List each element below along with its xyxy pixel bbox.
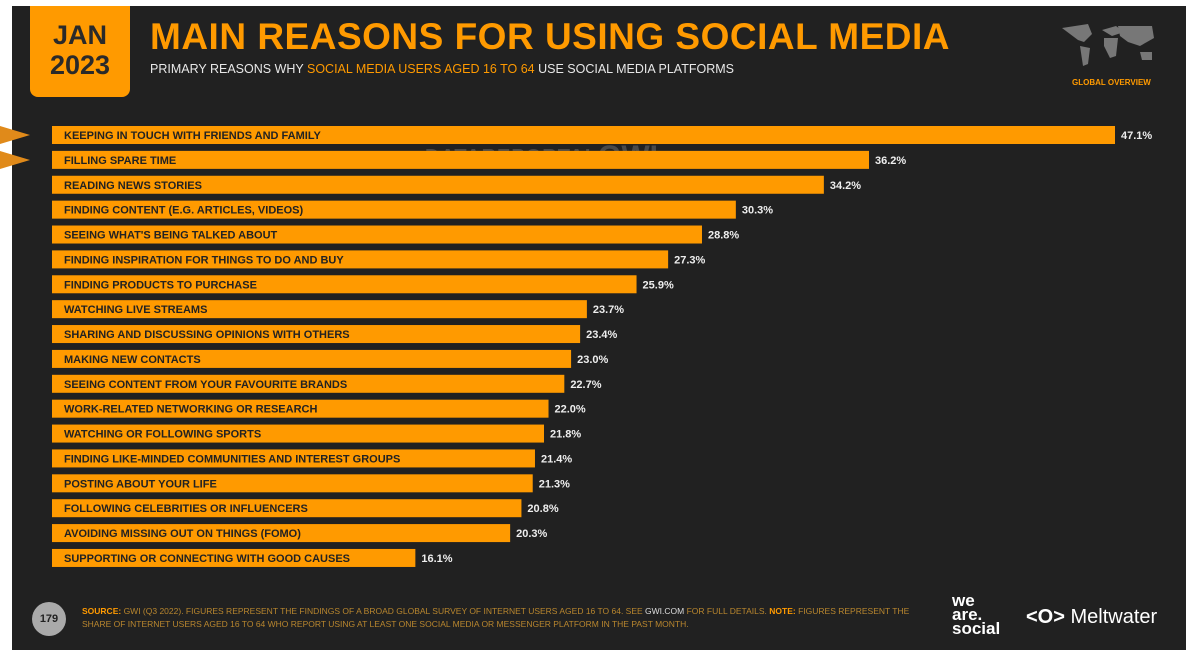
value-label: 28.8% xyxy=(708,230,739,242)
highlight-arrow-icon xyxy=(0,151,30,169)
category-label: SEEING WHAT'S BEING TALKED ABOUT xyxy=(64,230,278,242)
month: JAN xyxy=(52,20,107,50)
value-label: 20.8% xyxy=(527,503,558,515)
category-label: READING NEWS STORIES xyxy=(64,180,202,192)
highlight-arrow-icon xyxy=(0,126,30,144)
category-label: MAKING NEW CONTACTS xyxy=(64,354,201,366)
subtitle-post: USE SOCIAL MEDIA PLATFORMS xyxy=(534,62,734,76)
category-label: FINDING INSPIRATION FOR THINGS TO DO AND… xyxy=(64,254,344,266)
date-badge: JAN 2023 xyxy=(30,6,130,97)
category-label: SEEING CONTENT FROM YOUR FAVOURITE BRAND… xyxy=(64,379,347,391)
note-label: NOTE: xyxy=(769,606,796,616)
category-label: FILLING SPARE TIME xyxy=(64,155,176,167)
source-label: SOURCE: xyxy=(82,606,122,616)
subtitle: PRIMARY REASONS WHY SOCIAL MEDIA USERS A… xyxy=(150,62,734,76)
bar xyxy=(52,325,581,344)
category-label: FINDING PRODUCTS TO PURCHASE xyxy=(64,279,257,291)
category-label: SHARING AND DISCUSSING OPINIONS WITH OTH… xyxy=(64,329,350,341)
category-label: WATCHING OR FOLLOWING SPORTS xyxy=(64,429,261,441)
page-title: MAIN REASONS FOR USING SOCIAL MEDIA xyxy=(150,16,951,57)
value-label: 23.0% xyxy=(577,354,608,366)
subtitle-highlight: SOCIAL MEDIA USERS AGED 16 TO 64 xyxy=(306,62,535,76)
category-label: KEEPING IN TOUCH WITH FRIENDS AND FAMILY xyxy=(64,130,322,142)
source-note: SOURCE: GWI (Q3 2022). FIGURES REPRESENT… xyxy=(82,605,922,631)
value-label: 47.1% xyxy=(1121,130,1152,142)
logo-line: social xyxy=(952,619,1001,638)
category-label: FOLLOWING CELEBRITIES OR INFLUENCERS xyxy=(64,503,308,515)
value-label: 34.2% xyxy=(830,180,861,192)
logo-line: we xyxy=(952,591,975,610)
value-label: 20.3% xyxy=(516,528,547,540)
note-text: FIGURES REPRESENT THE SHARE OF INTERNET … xyxy=(82,606,910,629)
bar xyxy=(52,499,522,518)
bar xyxy=(52,200,736,219)
bar xyxy=(52,275,637,294)
value-label: 36.2% xyxy=(875,155,906,167)
meltwater-icon: <O> xyxy=(1026,606,1065,628)
bar xyxy=(52,399,549,418)
value-label: 22.7% xyxy=(570,379,601,391)
source-text-2: FOR FULL DETAILS. xyxy=(684,606,770,616)
region-label: GLOBAL OVERVIEW xyxy=(1072,78,1151,87)
value-label: 25.9% xyxy=(643,279,674,291)
bar xyxy=(52,349,572,368)
bar xyxy=(52,150,869,169)
value-label: 21.8% xyxy=(550,429,581,441)
bar xyxy=(52,548,416,567)
category-label: WATCHING LIVE STREAMS xyxy=(64,304,207,316)
bar xyxy=(52,449,535,468)
value-label: 27.3% xyxy=(674,254,705,266)
bar xyxy=(52,126,1115,144)
value-label: 30.3% xyxy=(742,205,773,217)
category-label: SUPPORTING OR CONNECTING WITH GOOD CAUSE… xyxy=(64,553,350,565)
bar xyxy=(52,225,702,244)
value-label: 23.4% xyxy=(586,329,617,341)
bar xyxy=(52,250,669,269)
logo-line: are. xyxy=(952,605,983,624)
bar xyxy=(52,300,587,319)
category-label: WORK-RELATED NETWORKING OR RESEARCH xyxy=(64,404,317,416)
value-label: 21.3% xyxy=(539,478,570,490)
bar xyxy=(52,374,565,393)
category-label: FINDING LIKE-MINDED COMMUNITIES AND INTE… xyxy=(64,453,400,465)
world-map-icon xyxy=(1062,24,1154,66)
meltwater-logo: <O> Meltwater xyxy=(1026,606,1157,629)
bar-chart: KEEPING IN TOUCH WITH FRIENDS AND FAMILY… xyxy=(52,126,1152,567)
category-label: AVOIDING MISSING OUT ON THINGS (FOMO) xyxy=(64,528,301,540)
meltwater-text: Meltwater xyxy=(1070,606,1158,628)
we-are-social-logo: we are. social xyxy=(952,591,1001,638)
value-label: 22.0% xyxy=(555,404,586,416)
category-label: POSTING ABOUT YOUR LIFE xyxy=(64,478,217,490)
year: 2023 xyxy=(49,50,111,80)
bar xyxy=(52,474,533,493)
source-text: GWI (Q3 2022). FIGURES REPRESENT THE FIN… xyxy=(121,606,646,616)
bar xyxy=(52,524,511,543)
source-link[interactable]: GWI.COM xyxy=(645,606,685,616)
bar xyxy=(52,424,545,443)
subtitle-pre: PRIMARY REASONS WHY xyxy=(150,62,307,76)
value-label: 23.7% xyxy=(593,304,624,316)
page-number: 179 xyxy=(32,602,66,636)
value-label: 21.4% xyxy=(541,453,572,465)
value-label: 16.1% xyxy=(421,553,452,565)
category-label: FINDING CONTENT (E.G. ARTICLES, VIDEOS) xyxy=(64,205,303,217)
bar xyxy=(52,175,824,194)
